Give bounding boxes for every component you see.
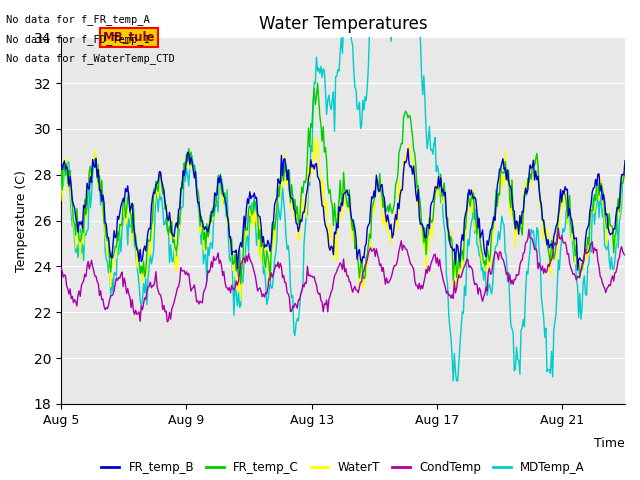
WaterT — [365, 242, 372, 248]
Line: CondTemp: CondTemp — [61, 228, 625, 322]
MDTemp_A — [449, 378, 457, 384]
FR_temp_B — [520, 194, 528, 200]
FR_temp_B — [621, 158, 629, 164]
Text: No data for f_FR_temp_A: No data for f_FR_temp_A — [6, 14, 150, 25]
WaterT — [621, 175, 629, 180]
FR_temp_C — [57, 162, 65, 168]
CondTemp — [326, 294, 334, 300]
MDTemp_A — [610, 266, 618, 272]
WaterT — [522, 192, 529, 197]
FR_temp_B — [393, 217, 401, 223]
CondTemp — [621, 252, 629, 258]
CondTemp — [57, 264, 65, 270]
WaterT — [237, 298, 244, 303]
FR_temp_B — [57, 159, 65, 165]
WaterT — [331, 230, 339, 236]
MDTemp_A — [57, 189, 65, 195]
Line: MDTemp_A: MDTemp_A — [61, 26, 625, 381]
Line: WaterT: WaterT — [61, 137, 625, 300]
FR_temp_B — [362, 241, 370, 247]
WaterT — [57, 160, 65, 166]
WaterT — [310, 134, 318, 140]
FR_temp_C — [237, 281, 244, 287]
MDTemp_A — [364, 84, 371, 90]
CondTemp — [163, 319, 171, 324]
CondTemp — [554, 225, 562, 231]
Legend: FR_temp_B, FR_temp_C, WaterT, CondTemp, MDTemp_A: FR_temp_B, FR_temp_C, WaterT, CondTemp, … — [97, 456, 589, 479]
CondTemp — [520, 250, 528, 255]
FR_temp_B — [404, 146, 412, 152]
FR_temp_C — [365, 241, 372, 247]
CondTemp — [394, 255, 402, 261]
FR_temp_B — [325, 244, 333, 250]
CondTemp — [610, 278, 618, 284]
WaterT — [327, 234, 335, 240]
Line: FR_temp_C: FR_temp_C — [61, 83, 625, 284]
Text: No data for f_WaterTemp_CTD: No data for f_WaterTemp_CTD — [6, 53, 175, 64]
FR_temp_C — [621, 168, 629, 174]
CondTemp — [330, 279, 337, 285]
Text: MB_tule: MB_tule — [102, 31, 155, 44]
Title: Water Temperatures: Water Temperatures — [259, 15, 428, 33]
FR_temp_C — [522, 189, 529, 194]
MDTemp_A — [621, 162, 629, 168]
WaterT — [610, 243, 618, 249]
FR_temp_C — [610, 250, 618, 256]
Y-axis label: Temperature (C): Temperature (C) — [15, 169, 28, 272]
Text: Time: Time — [595, 437, 625, 450]
MDTemp_A — [394, 23, 402, 29]
FR_temp_B — [328, 244, 336, 250]
FR_temp_B — [573, 267, 581, 273]
Text: No data for f_FD_Temp_1: No data for f_FD_Temp_1 — [6, 34, 150, 45]
CondTemp — [364, 256, 371, 262]
MDTemp_A — [328, 97, 336, 103]
MDTemp_A — [522, 290, 529, 296]
Line: FR_temp_B: FR_temp_B — [61, 149, 625, 270]
MDTemp_A — [325, 92, 333, 98]
FR_temp_C — [395, 150, 403, 156]
MDTemp_A — [340, 23, 348, 29]
FR_temp_C — [327, 199, 335, 204]
FR_temp_C — [331, 200, 339, 206]
FR_temp_B — [610, 226, 618, 231]
FR_temp_C — [314, 80, 321, 86]
WaterT — [395, 178, 403, 183]
